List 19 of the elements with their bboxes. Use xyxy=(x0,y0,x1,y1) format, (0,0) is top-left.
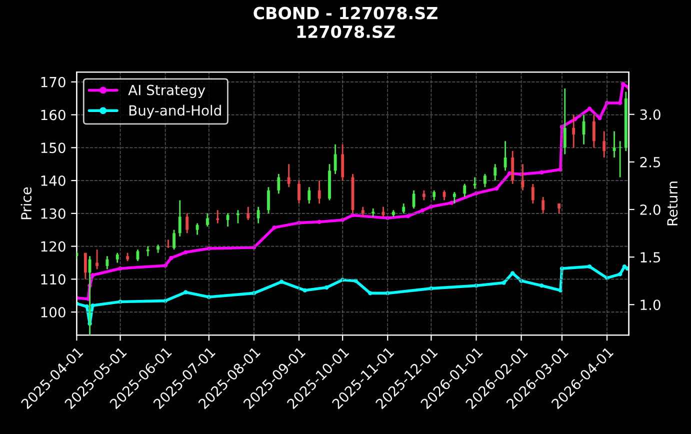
chart-subtitle: 127078.SZ xyxy=(297,25,395,38)
y2-tick-label: 1.0 xyxy=(640,300,660,310)
y-tick-label: 100 xyxy=(41,307,66,318)
y-tick-label: 150 xyxy=(41,142,66,154)
y2-tick-label: 2.0 xyxy=(640,204,660,215)
y-axis-title: Price xyxy=(20,187,32,220)
y-tick-label: 120 xyxy=(41,241,66,252)
y2-tick-label: 2.5 xyxy=(640,156,660,168)
legend-label: Buy-and-Hold xyxy=(129,104,221,118)
y-tick-label: 110 xyxy=(41,274,66,285)
y-tick-label: 140 xyxy=(41,176,66,186)
chart-title: CBOND - 127078.SZ xyxy=(254,6,438,20)
y-tick-label: 130 xyxy=(41,208,66,219)
y-tick-label: 160 xyxy=(41,110,66,120)
y2-tick-label: 1.5 xyxy=(640,252,660,263)
y2-axis-title: Return xyxy=(667,182,678,226)
y2-tick-label: 3.0 xyxy=(640,109,660,120)
legend-label: AI Strategy xyxy=(128,84,206,98)
y-tick-label: 170 xyxy=(41,76,66,88)
